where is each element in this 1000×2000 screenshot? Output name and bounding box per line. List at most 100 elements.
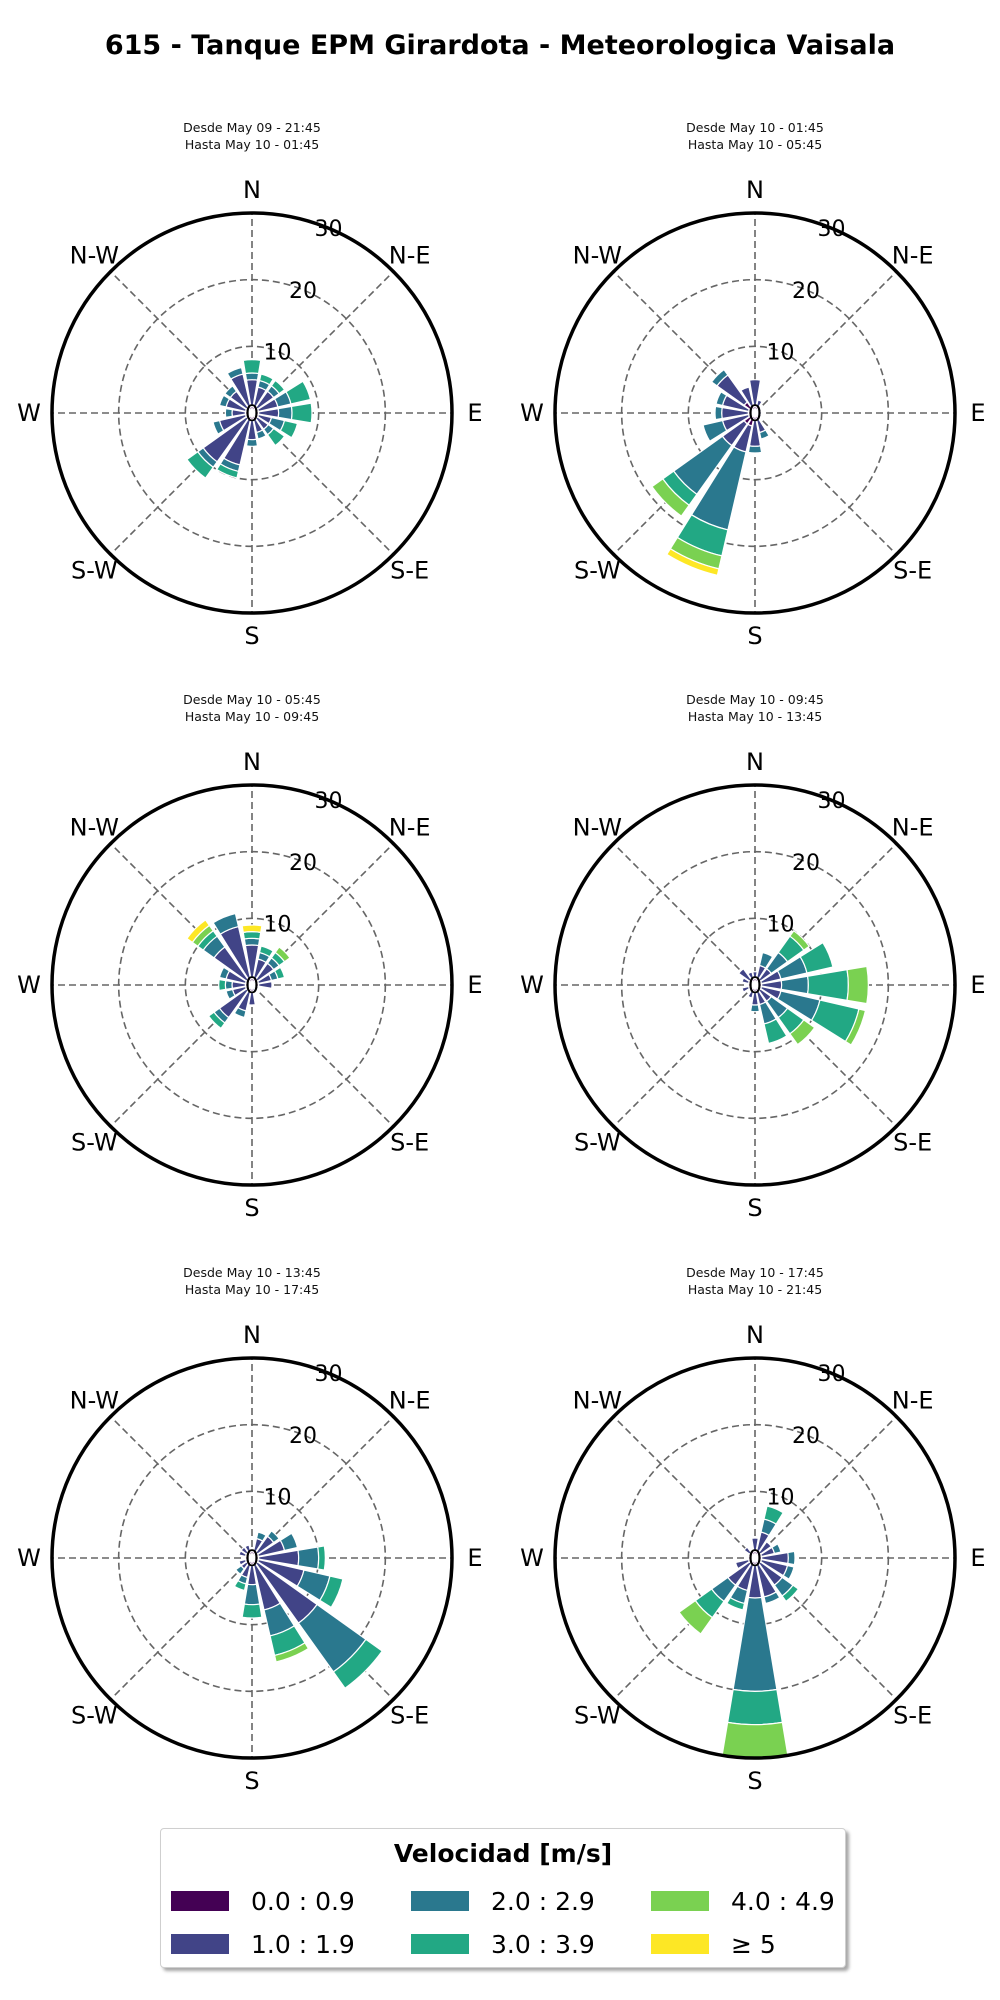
wind-bar-segment [750,1550,756,1559]
legend-label: 4.0 : 4.9 [731,1886,835,1916]
wind-bar-segment [726,1688,784,1726]
direction-label: W [520,399,544,427]
wind-bar-segment [242,359,262,375]
wind-bar-segment [215,463,240,479]
panel-title-line: Hasta May 10 - 09:45 [185,709,319,724]
panel-title-line: Hasta May 10 - 13:45 [688,709,822,724]
polar-frame [553,1356,957,1760]
legend-label: 3.0 : 3.9 [491,1929,595,1959]
radial-tick-label: 0 [748,402,762,427]
legend-item-bin-3: 3.0 : 3.9 [411,1927,595,1961]
legend-item-bin-4: 4.0 : 4.9 [651,1884,835,1918]
direction-label: N [243,1321,261,1349]
direction-label: E [467,1544,482,1572]
direction-label: W [17,971,41,999]
wind-bar-segment [710,368,729,387]
direction-label: S-W [574,1702,621,1730]
polar-frame [50,211,454,615]
wind-bar-segment [787,1550,796,1566]
radial-tick-label: 20 [289,279,317,304]
direction-label: N-W [573,241,622,269]
wind-bar-segment [846,965,869,1005]
polar-frame [553,211,957,615]
wind-bar-segment [732,1596,778,1692]
direction-label: W [520,1544,544,1572]
wind-bar-segment [290,402,313,424]
angular-gridline [754,271,897,414]
direction-label: E [970,971,985,999]
wind-bar-segment [186,450,215,479]
direction-label: N-E [892,241,934,269]
wind-bar-segment [241,1603,263,1619]
wind-bar-segment [233,1579,247,1592]
radial-tick-label: 30 [818,217,846,242]
direction-label: N-W [70,813,119,841]
direction-label: S [747,1767,762,1795]
wind-bar-segment [207,1011,226,1030]
panel-title-line: Hasta May 10 - 17:45 [185,1282,319,1297]
panel-title-line: Desde May 09 - 21:45 [183,120,321,135]
angular-gridline [110,1416,253,1559]
wind-bar-segment [758,951,774,969]
wind-bar-segment [749,1004,761,1013]
wind-bar-segment [319,1575,344,1609]
radial-tick-label: 0 [245,402,259,427]
wind-bar-segment [678,1599,714,1635]
windrose-panel: Desde May 10 - 01:45 Hasta May 10 - 05:45… [520,120,985,650]
direction-label: S-W [71,1702,118,1730]
wind-bar-segment [789,1019,816,1046]
legend: Velocidad [m/s] 0.0 : 0.9 1.0 : 1.9 2.0 … [160,1828,846,1968]
radial-tick-label: 10 [264,1485,292,1510]
legend-swatch [651,1934,709,1954]
panel-title-line: Hasta May 10 - 05:45 [688,137,822,152]
direction-label: W [17,1544,41,1572]
wind-bar-segment [224,979,233,991]
wind-bar-segment [258,945,274,958]
wind-bar-segment [844,1008,867,1046]
wind-bar-segment [258,373,274,386]
legend-item-bin-0: 0.0 : 0.9 [171,1884,355,1918]
wind-bar-segment [780,975,809,995]
wind-bar-segment [277,405,293,421]
wind-bar-segment [665,547,720,577]
panel-title-line: Hasta May 10 - 21:45 [688,1282,822,1297]
wind-bar-segment [763,1505,785,1525]
panel-title-line: Hasta May 10 - 01:45 [185,137,319,152]
radial-tick-label: 10 [264,340,292,365]
wind-bar-segment [218,394,231,408]
wind-bar-segment [273,966,286,980]
direction-label: N-E [892,1386,934,1414]
wind-bar-segment [763,1018,788,1045]
wind-bar-segment [297,1546,320,1570]
direction-label: S-E [893,557,932,585]
direction-label: N-E [389,1386,431,1414]
legend-swatch [651,1891,709,1911]
wind-bar-segment [771,1543,782,1555]
wind-bar-segment [273,1642,310,1663]
radial-tick-label: 20 [792,1424,820,1449]
direction-label: W [520,971,544,999]
angular-gridline [251,984,394,1127]
wind-bar-segment [651,478,690,517]
radial-tick-label: 20 [289,1424,317,1449]
direction-label: N-W [70,241,119,269]
radial-tick-label: 10 [767,340,795,365]
wind-bar-segment [332,1638,384,1690]
wind-bar-segment [266,427,286,447]
direction-label: N-W [573,1386,622,1414]
legend-label: ≥ 5 [731,1929,776,1959]
direction-label: S-E [893,1702,932,1730]
direction-label: S-E [390,557,429,585]
legend-label: 2.0 : 2.9 [491,1886,595,1916]
polar-frame [50,1356,454,1760]
direction-label: W [17,399,41,427]
radial-tick-label: 0 [245,1547,259,1572]
page-title: 615 - Tanque EPM Girardota - Meteorologi… [104,30,896,61]
wind-bar-segment [218,966,231,980]
direction-label: N [243,748,261,776]
wind-bar-segment [255,429,267,440]
direction-label: S [244,1767,259,1795]
direction-label: S-W [71,1129,118,1157]
wind-bar-segment [270,379,286,395]
wind-bar-segment [317,1545,326,1571]
